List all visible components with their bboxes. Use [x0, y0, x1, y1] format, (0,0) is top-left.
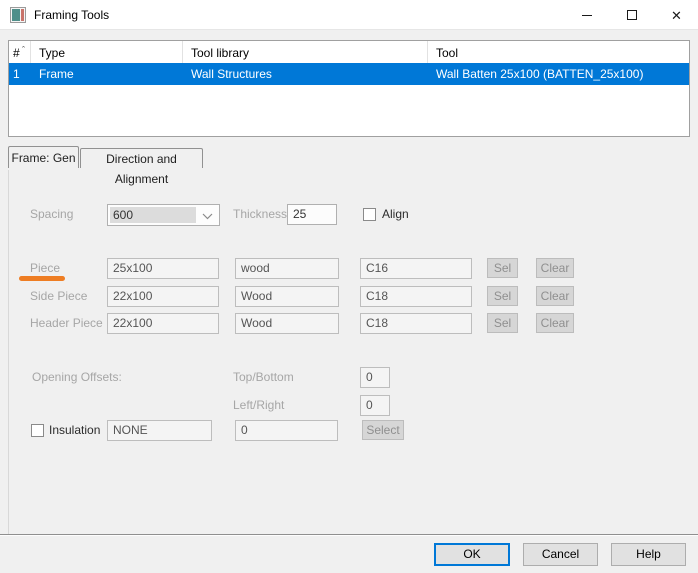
side-piece-label: Side Piece [30, 289, 88, 303]
row-library-cell: Wall Structures [191, 67, 272, 81]
top-bottom-field[interactable]: 0 [360, 367, 390, 388]
header-piece-label: Header Piece [30, 316, 103, 330]
align-label: Align [382, 207, 409, 221]
row-number-cell: 1 [13, 67, 20, 81]
row-type-cell: Frame [39, 67, 74, 81]
chevron-down-icon [202, 213, 213, 220]
column-header-tool[interactable]: Tool [436, 46, 459, 60]
align-checkbox[interactable] [363, 208, 376, 221]
side-piece-size-field[interactable]: 22x100 [107, 286, 219, 307]
tab-panel-edge [8, 170, 9, 534]
table-row-selected[interactable]: 1 Frame Wall Structures Wall Batten 25x1… [9, 63, 689, 85]
tool-list-header: # ˆ Type Tool library Tool [9, 41, 689, 63]
minimize-button[interactable] [564, 0, 609, 30]
app-icon [10, 7, 26, 23]
spacing-dropdown[interactable]: 600 [107, 204, 220, 226]
insulation-thickness-field[interactable]: 0 [235, 420, 338, 441]
cancel-button[interactable]: Cancel [523, 543, 598, 566]
side-piece-grade-field[interactable]: C18 [360, 286, 472, 307]
insulation-checkbox[interactable] [31, 424, 44, 437]
minimize-icon [581, 14, 592, 16]
ok-button[interactable]: OK [434, 543, 510, 566]
insulation-type-field[interactable]: NONE [107, 420, 212, 441]
header-piece-grade-field[interactable]: C18 [360, 313, 472, 334]
tool-list: # ˆ Type Tool library Tool 1 Frame Wall … [8, 40, 690, 137]
column-header-type[interactable]: Type [31, 41, 183, 63]
header-piece-clear-button[interactable]: Clear [536, 313, 574, 333]
sort-ascending-icon: ˆ [22, 45, 25, 55]
left-right-label: Left/Right [233, 398, 285, 412]
window-title: Framing Tools [34, 8, 110, 22]
piece-sel-button[interactable]: Sel [487, 258, 518, 278]
piece-highlight-underline [19, 276, 65, 281]
footer-divider [0, 534, 698, 536]
maximize-icon [626, 10, 637, 20]
column-header-number[interactable]: # ˆ [9, 41, 31, 63]
title-bar: Framing Tools ✕ [0, 0, 698, 30]
side-piece-material-field[interactable]: Wood [235, 286, 339, 307]
side-piece-sel-button[interactable]: Sel [487, 286, 518, 306]
help-button[interactable]: Help [611, 543, 686, 566]
insulation-select-button[interactable]: Select [362, 420, 404, 440]
thickness-label: Thickness [233, 207, 288, 221]
column-header-number-label: # [13, 46, 20, 60]
left-right-field[interactable]: 0 [360, 395, 390, 416]
row-tool-cell: Wall Batten 25x100 (BATTEN_25x100) [436, 67, 644, 81]
insulation-label: Insulation [49, 423, 101, 437]
spacing-label: Spacing [30, 207, 74, 221]
spacing-value: 600 [110, 207, 196, 223]
tab-direction-and-alignment[interactable]: Direction and Alignment [80, 148, 203, 186]
piece-clear-button[interactable]: Clear [536, 258, 574, 278]
close-button[interactable]: ✕ [654, 0, 698, 30]
column-header-tool-library[interactable]: Tool library [183, 41, 428, 63]
header-piece-material-field[interactable]: Wood [235, 313, 339, 334]
maximize-button[interactable] [609, 0, 654, 30]
header-piece-size-field[interactable]: 22x100 [107, 313, 219, 334]
header-piece-sel-button[interactable]: Sel [487, 313, 518, 333]
top-bottom-label: Top/Bottom [233, 370, 294, 384]
piece-material-field[interactable]: wood [235, 258, 339, 279]
piece-label: Piece [30, 261, 61, 275]
piece-size-field[interactable]: 25x100 [107, 258, 219, 279]
tab-frame-gen[interactable]: Frame: Gen [8, 146, 79, 168]
piece-grade-field[interactable]: C16 [360, 258, 472, 279]
side-piece-clear-button[interactable]: Clear [536, 286, 574, 306]
close-icon: ✕ [671, 7, 682, 23]
thickness-field[interactable]: 25 [287, 204, 337, 225]
opening-offsets-label: Opening Offsets: [32, 370, 122, 384]
